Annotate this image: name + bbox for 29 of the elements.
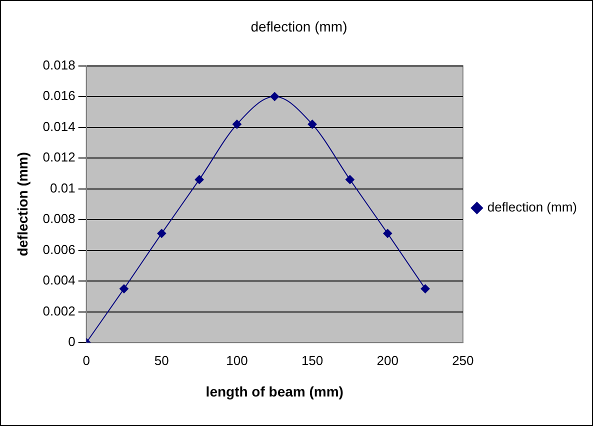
legend-label: deflection (mm) — [487, 200, 577, 215]
point — [119, 284, 128, 294]
y-tick-label: 0.012 — [42, 150, 76, 165]
y-tick-label: 0.006 — [42, 242, 76, 257]
y-axis-title: deflection (mm) — [14, 152, 30, 256]
y-tick-label: 0.014 — [42, 118, 76, 134]
y-tick-label: 0.004 — [42, 272, 76, 288]
y-tick-label: 0.008 — [42, 211, 76, 226]
y-tick-label: 0.01 — [50, 180, 76, 196]
x-tick-label: 100 — [226, 352, 248, 368]
x-tick-label: 200 — [376, 352, 398, 368]
y-tick-label: 0.002 — [42, 303, 76, 318]
x-tick-label: 0 — [82, 352, 90, 368]
point — [345, 175, 354, 184]
x-axis-title: length of beam (mm) — [206, 383, 344, 400]
point — [157, 228, 166, 238]
chart-title: deflection (mm) — [250, 18, 348, 34]
point — [383, 228, 392, 238]
x-tick-label: 150 — [301, 352, 324, 368]
point — [270, 92, 280, 102]
y-tick-label: 0.016 — [42, 88, 76, 104]
x-tick-label: 250 — [452, 352, 474, 368]
x-tick-label: 50 — [154, 352, 169, 368]
point — [308, 120, 317, 129]
point — [232, 120, 242, 129]
point — [194, 175, 204, 184]
point — [420, 284, 430, 294]
y-tick-label: 0.018 — [42, 57, 76, 72]
y-tick-label: 0 — [68, 334, 76, 350]
